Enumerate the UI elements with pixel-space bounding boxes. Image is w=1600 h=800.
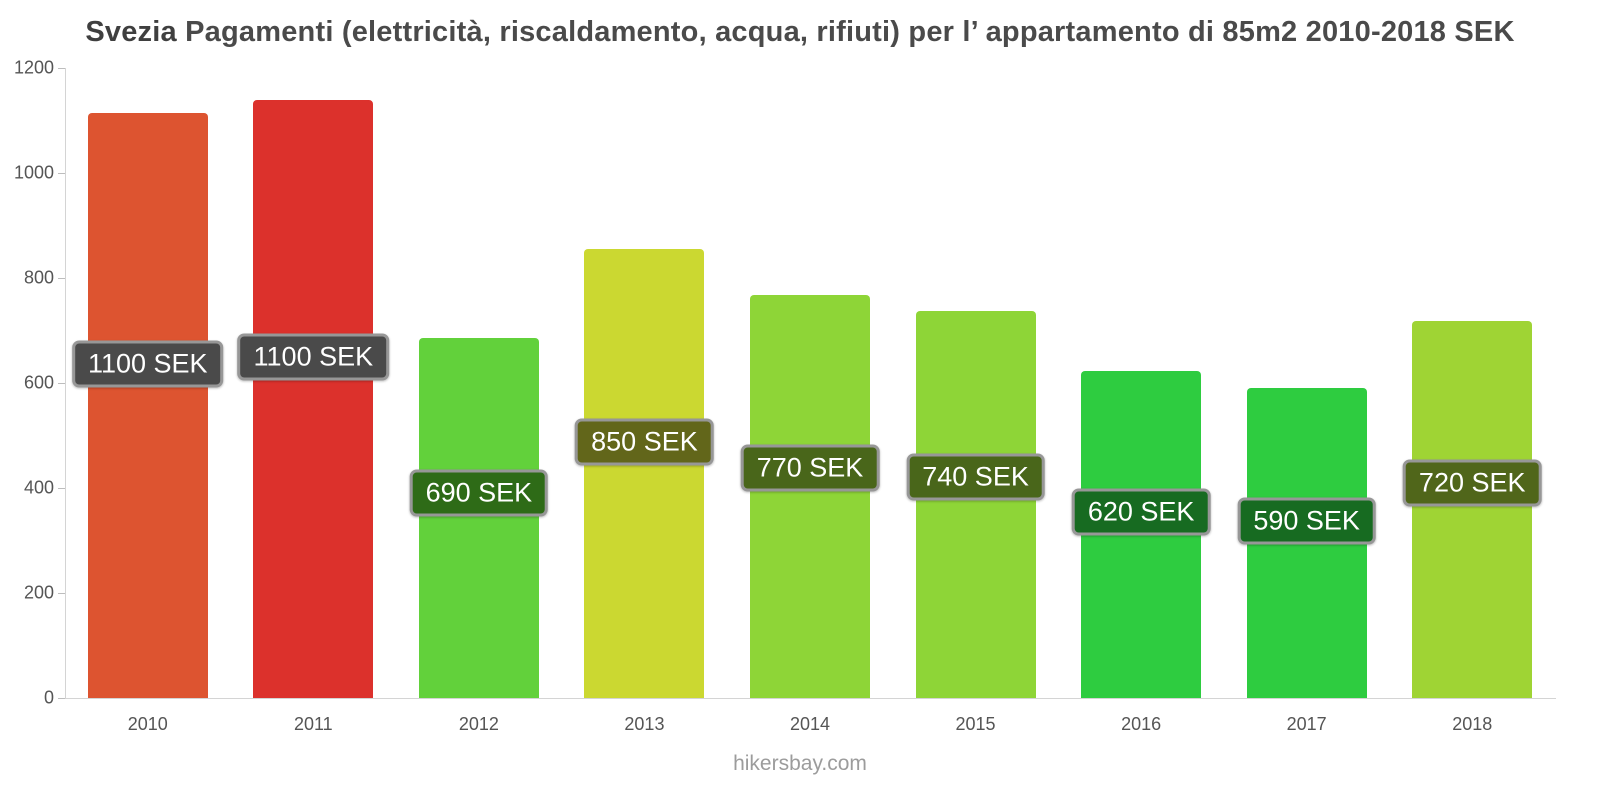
bar-value-label-2010: 1100 SEK: [71, 340, 224, 388]
y-tick-label: 800: [23, 267, 54, 288]
bar-value-label-2014: 770 SEK: [740, 444, 880, 492]
bar-2012[interactable]: [418, 337, 539, 698]
bar-value-label-2016: 620 SEK: [1071, 488, 1211, 536]
bar-value-label-2015: 740 SEK: [906, 453, 1045, 501]
x-axis-line: [60, 698, 1556, 699]
x-tick-label-2016: 2016: [1121, 714, 1162, 734]
y-tick-mark: [58, 173, 65, 174]
x-tick-label-2018: 2018: [1452, 714, 1493, 734]
y-tick-mark: [58, 383, 65, 384]
bar-2013[interactable]: [584, 249, 705, 698]
y-tick-mark: [58, 698, 65, 699]
chart-title: Svezia Pagamenti (elettricità, riscaldam…: [20, 16, 1580, 49]
y-tick-label: 1000: [13, 162, 54, 183]
x-tick-label-2013: 2013: [624, 714, 665, 734]
y-tick-mark: [58, 488, 65, 489]
bar-2015[interactable]: [915, 310, 1036, 698]
bar-2018[interactable]: [1412, 321, 1533, 698]
y-axis-line: [65, 68, 66, 699]
y-tick-mark: [58, 278, 65, 279]
footer-watermark: hikersbay.com: [733, 752, 867, 775]
y-tick-label: 600: [23, 372, 54, 393]
bar-2010[interactable]: [87, 112, 208, 698]
chart-title-rest: Pagamenti (elettricità, riscaldamento, a…: [176, 16, 1515, 48]
bar-value-label-2018: 720 SEK: [1402, 459, 1542, 507]
y-tick-label: 400: [23, 477, 54, 498]
bar-2014[interactable]: [750, 295, 870, 698]
x-tick-label-2014: 2014: [789, 714, 831, 734]
y-tick-mark: [58, 593, 65, 594]
x-tick-label-2010: 2010: [127, 714, 168, 734]
x-tick-label-2011: 2011: [293, 714, 333, 734]
bar-value-label-2017: 590 SEK: [1237, 497, 1376, 545]
x-tick-label-2015: 2015: [955, 714, 996, 734]
y-tick-label: 1200: [13, 57, 54, 78]
y-tick-mark: [58, 68, 65, 69]
bar-value-label-2011: 1100 SEK: [237, 333, 390, 381]
bar-value-label-2012: 690 SEK: [409, 469, 549, 517]
x-tick-label-2017: 2017: [1286, 714, 1327, 734]
bar-value-label-2013: 850 SEK: [575, 418, 714, 466]
y-tick-label: 0: [43, 687, 54, 708]
bar-2011[interactable]: [253, 99, 374, 698]
chart-title-prefix: Svezia: [85, 16, 177, 48]
y-tick-label: 200: [23, 582, 54, 603]
x-tick-label-2012: 2012: [458, 714, 499, 734]
